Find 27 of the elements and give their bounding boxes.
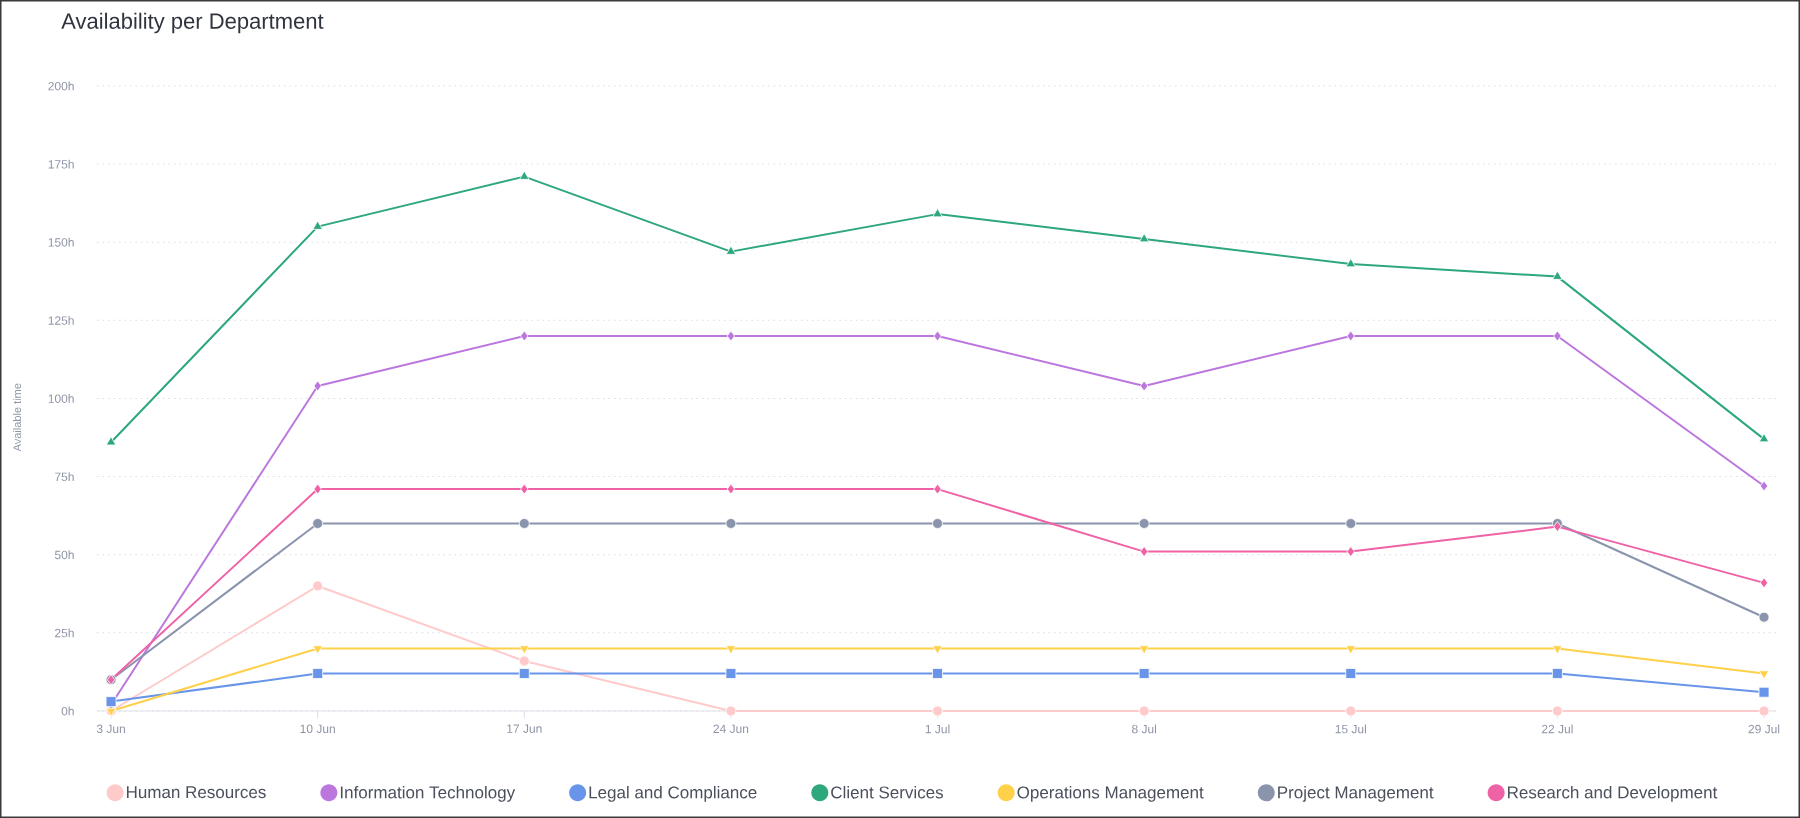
y-axis-title: Available time <box>12 383 22 452</box>
y-tick-label: 100h <box>48 394 74 403</box>
y-tick-label: 175h <box>48 159 74 169</box>
y-tick-label: 50h <box>54 550 74 560</box>
x-tick-label: 17 Jun <box>507 724 542 733</box>
legend-label: Information Technology <box>340 785 516 802</box>
y-tick-label: 200h <box>48 81 74 91</box>
y-tick-label: 25h <box>55 628 74 638</box>
chart-title: Availability per Department <box>61 12 324 34</box>
legend-label: Research and Development <box>1508 785 1718 802</box>
legend-label: Client Services <box>831 785 944 799</box>
legend-label: Project Management <box>1278 785 1434 802</box>
y-tick-label: 75h <box>55 472 74 482</box>
x-tick-label: 22 Jul <box>1541 724 1573 734</box>
x-tick-label: 24 Jun <box>713 724 749 734</box>
y-tick-label: 0h <box>61 706 74 716</box>
y-tick-label: 150h <box>48 237 74 247</box>
x-tick-label: 29 Jul <box>1748 724 1780 734</box>
y-tick-label: 125h <box>48 315 74 325</box>
x-tick-label: 8 Jul <box>1132 724 1157 734</box>
legend-label: Human Resources <box>126 786 266 799</box>
x-tick-label: 15 Jul <box>1335 724 1366 734</box>
x-tick-label: 3 Jun <box>96 724 125 734</box>
legend-label: Legal and Compliance <box>589 785 757 802</box>
x-tick-label: 1 Jul <box>925 724 950 734</box>
legend-label: Operations Management <box>1017 785 1204 802</box>
x-tick-label: 10 Jun <box>300 724 335 734</box>
